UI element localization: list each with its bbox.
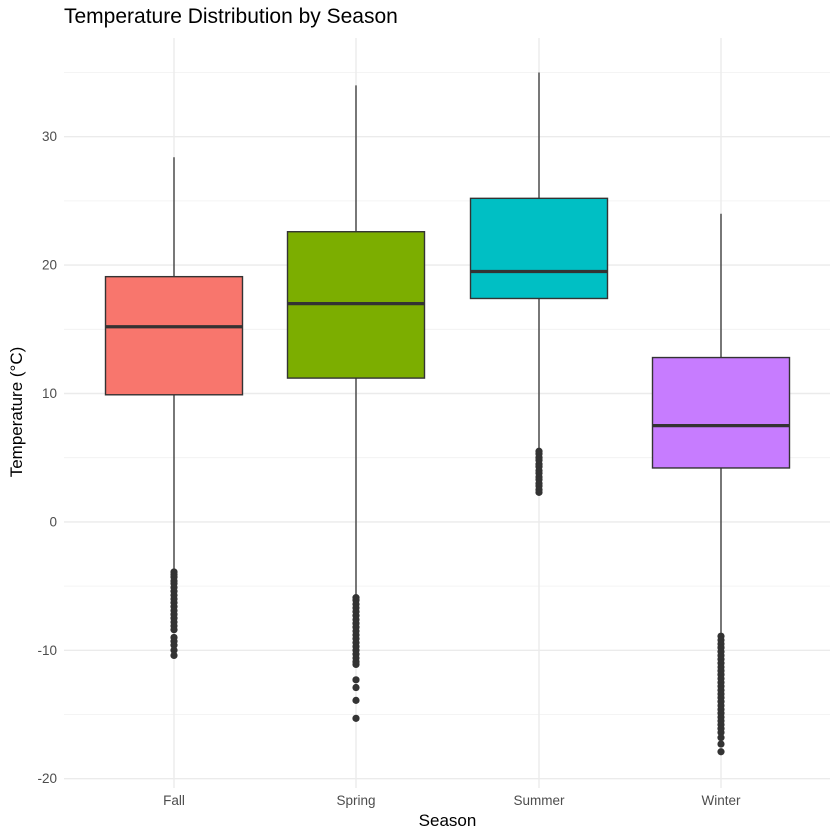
box-winter [651, 213, 791, 756]
outlier-point [170, 626, 178, 634]
box-summer [469, 72, 609, 496]
outlier-point [170, 651, 178, 660]
x-tick-label: Winter [701, 793, 741, 808]
outlier-point [352, 683, 360, 692]
outlier-point [717, 748, 725, 756]
outlier-point [170, 641, 178, 649]
y-tick-labels-group: -20 -10 0 10 20 30 [37, 129, 57, 786]
box-rect [469, 197, 609, 300]
y-tick-label: 0 [49, 514, 57, 529]
boxes-group [104, 72, 791, 756]
box-rect [104, 275, 244, 396]
outlier-point [170, 646, 178, 654]
x-tick-labels-group: Fall Spring Summer Winter [163, 793, 741, 808]
outlier-point [352, 714, 360, 722]
grid-major-group [64, 135, 830, 780]
x-tick-label: Summer [513, 793, 565, 808]
x-tick-label: Spring [336, 793, 375, 808]
y-tick-label: 30 [42, 129, 57, 144]
grid-x-group [173, 38, 722, 788]
outlier-point [352, 696, 360, 704]
outlier-point [717, 728, 725, 737]
box-fall [104, 157, 244, 660]
chart-title: Temperature Distribution by Season [64, 5, 398, 28]
x-axis-label: Season [418, 811, 477, 830]
box-spring [286, 85, 426, 722]
outlier-point [352, 676, 360, 684]
box-rect [651, 356, 791, 469]
y-axis-label: Temperature (°C) [7, 346, 26, 478]
x-tick-label: Fall [163, 793, 185, 808]
y-tick-label: -20 [37, 771, 57, 786]
outlier-point [535, 447, 543, 455]
outlier-point [717, 740, 725, 748]
y-tick-label: 10 [42, 386, 57, 401]
y-tick-label: 20 [42, 258, 57, 273]
outlier-point [717, 734, 725, 742]
y-tick-label: -10 [37, 643, 57, 658]
outlier-point [352, 660, 360, 669]
